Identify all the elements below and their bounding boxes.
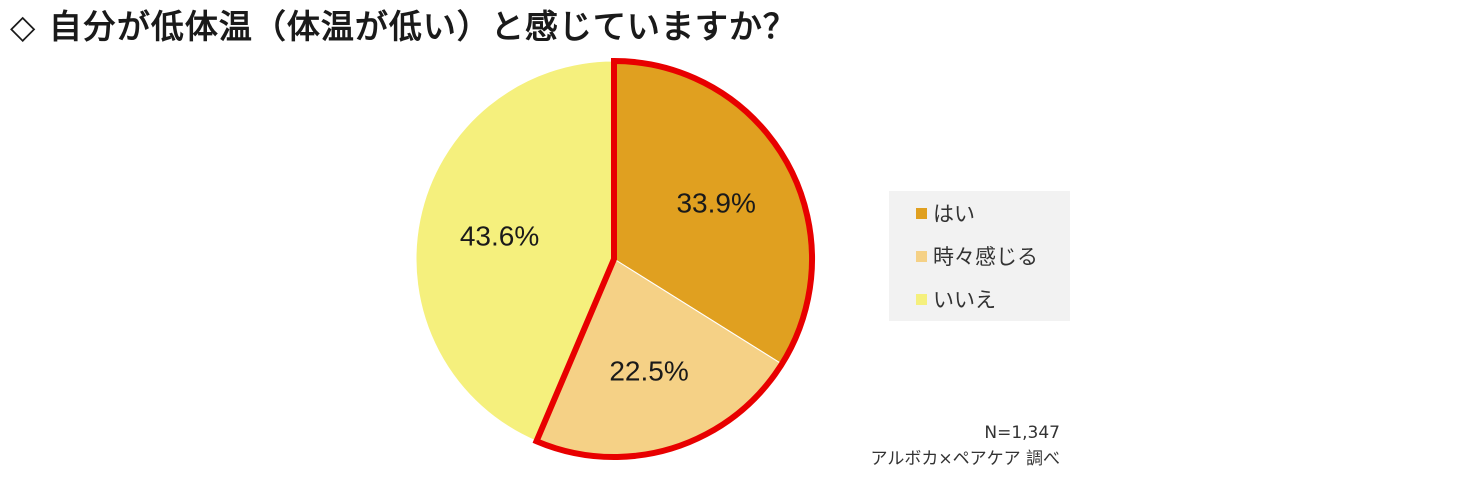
source-note: アルボカ×ペアケア 調べ bbox=[870, 449, 1060, 469]
legend-swatch-sometimes bbox=[916, 250, 927, 262]
legend-label-no: いいえ bbox=[933, 288, 996, 312]
legend-swatch-yes bbox=[916, 207, 927, 219]
slice-label-yes: 33.9% bbox=[676, 187, 755, 218]
highlight-outline bbox=[532, 57, 815, 460]
chart-legend: はい 時々感じる いいえ bbox=[889, 191, 1070, 321]
legend-label-yes: はい bbox=[933, 202, 975, 226]
chart-footnote: N=1,347 アルボカ×ペアケア 調べ bbox=[830, 420, 1060, 472]
chart-title: ◇ 自分が低体温（体温が低い）と感じていますか？ bbox=[10, 7, 797, 46]
slice-no bbox=[415, 60, 615, 442]
legend-item-sometimes: 時々感じる bbox=[916, 242, 1038, 270]
legend-label-sometimes: 時々感じる bbox=[933, 245, 1038, 269]
legend-item-no: いいえ bbox=[916, 285, 996, 313]
sample-size-note: N=1,347 bbox=[984, 423, 1060, 443]
slice-label-no: 43.6% bbox=[460, 221, 539, 252]
legend-item-yes: はい bbox=[916, 199, 975, 227]
slice-label-sometimes: 22.5% bbox=[609, 355, 688, 386]
legend-swatch-no bbox=[916, 293, 927, 305]
